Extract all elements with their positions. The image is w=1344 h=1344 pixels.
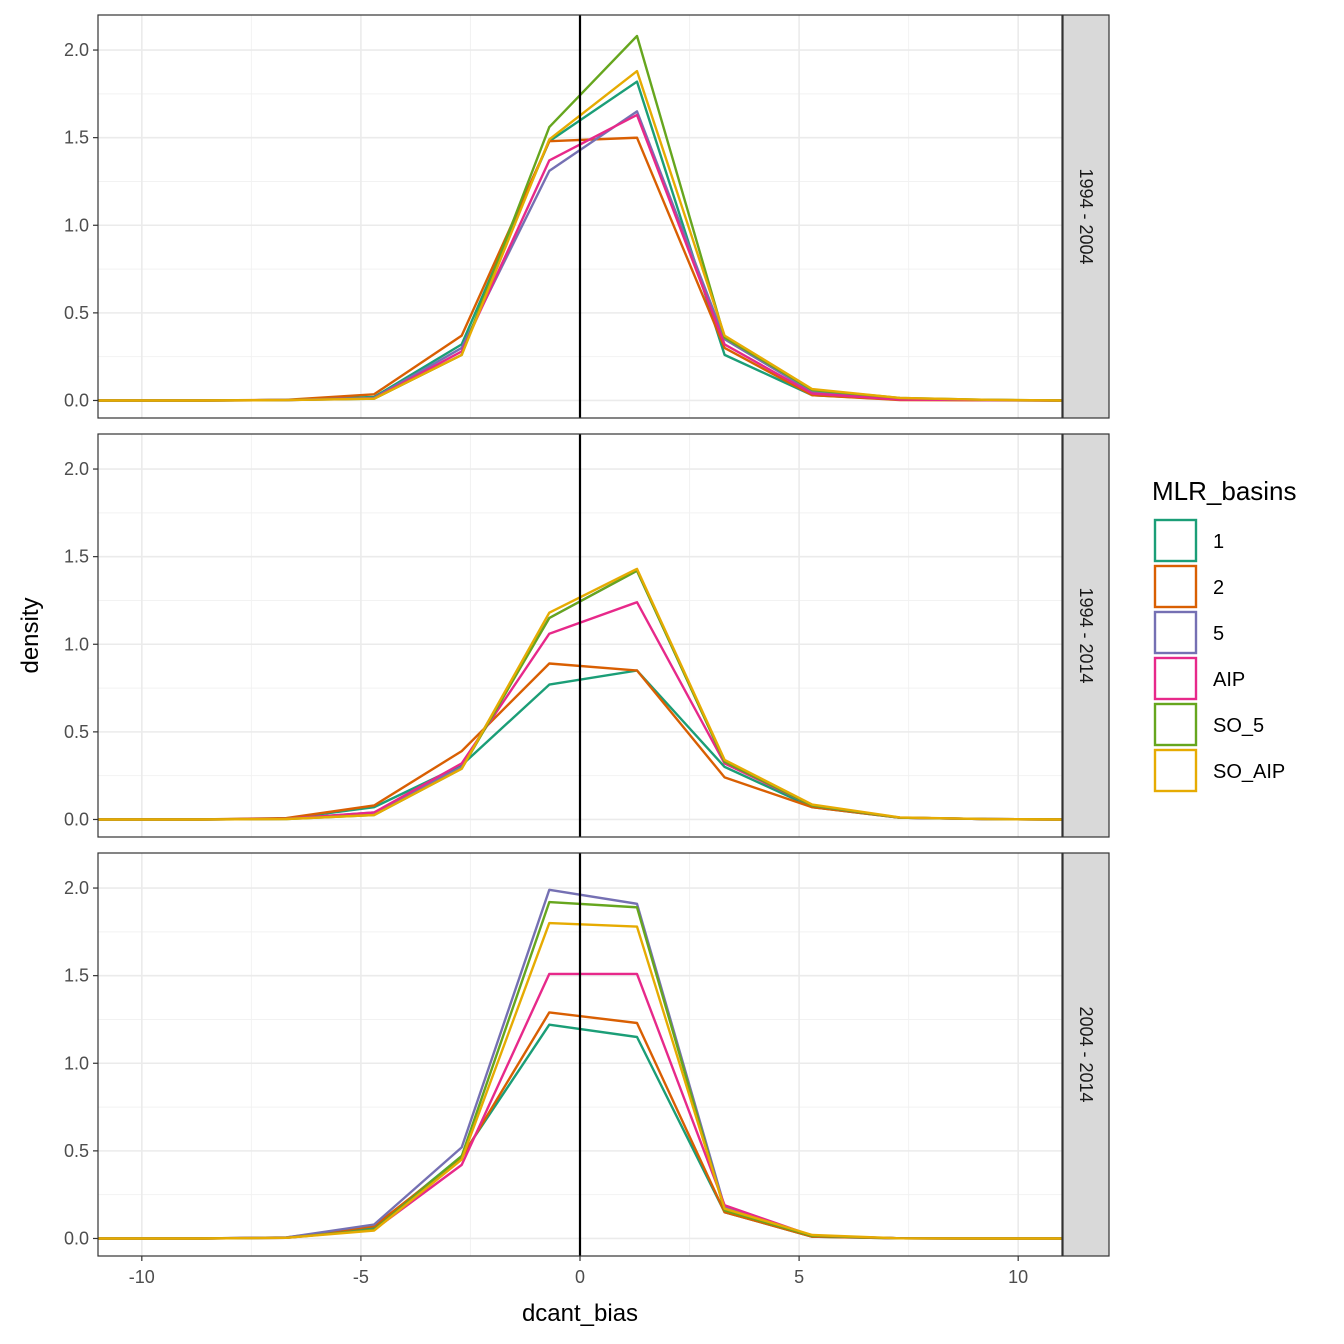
- y-tick-label: 0.5: [64, 722, 89, 742]
- x-axis-title: dcant_bias: [522, 1300, 638, 1327]
- legend-label: 5: [1213, 623, 1224, 645]
- y-tick-label: 1.0: [64, 215, 89, 235]
- facet-strip-label: 1994 - 2004: [1076, 168, 1096, 264]
- legend-label: SO_5: [1213, 715, 1264, 737]
- y-axis-title: density: [17, 597, 44, 673]
- legend-key: [1153, 610, 1198, 655]
- y-tick-label: 0.0: [64, 390, 89, 410]
- legend-key: [1153, 564, 1198, 609]
- series-line-so-aip: [98, 567, 1063, 821]
- x-tick-label: 5: [794, 1267, 804, 1287]
- legend-item-so-aip: SO_AIP: [1153, 748, 1285, 793]
- y-tick-label: 2.0: [64, 878, 89, 898]
- facet-strip-label: 2004 - 2014: [1076, 1006, 1096, 1102]
- legend-item-so-5: SO_5: [1153, 702, 1264, 747]
- legend-key: [1153, 702, 1198, 747]
- facet-panel-3: 0.0 0.5 1.0 1.5 2.0 2004 - 2014: [64, 852, 1110, 1257]
- y-tick-label: 2.0: [64, 40, 89, 60]
- facet-strip: [1062, 433, 1110, 838]
- x-tick-label: -5: [353, 1267, 369, 1287]
- legend-label: 1: [1213, 531, 1224, 553]
- legend-item-aip: AIP: [1153, 656, 1245, 701]
- panel-border: [97, 433, 1063, 838]
- y-tick-label: 0.5: [64, 1141, 89, 1161]
- series-line-so-aip: [98, 69, 1063, 402]
- facet-strip: [1062, 852, 1110, 1257]
- x-tick-label: 0: [575, 1267, 585, 1287]
- legend-label: AIP: [1213, 669, 1245, 691]
- y-tick-label: 0.0: [64, 1228, 89, 1248]
- legend-label: 2: [1213, 577, 1224, 599]
- x-tick-label: -10: [129, 1267, 155, 1287]
- y-tick-label: 1.5: [64, 128, 89, 148]
- legend-key: [1153, 748, 1198, 793]
- y-tick-label: 1.0: [64, 1053, 89, 1073]
- legend-item-1: 1: [1153, 518, 1224, 563]
- y-tick-label: 0.0: [64, 809, 89, 829]
- x-tick-label: 10: [1008, 1267, 1028, 1287]
- y-tick-label: 1.0: [64, 634, 89, 654]
- facet-strip: [1062, 14, 1110, 419]
- facet-panel-2: 0.0 0.5 1.0 1.5 2.0 1994 - 2014: [64, 433, 1110, 838]
- y-tick-label: 1.5: [64, 966, 89, 986]
- y-tick-label: 0.5: [64, 303, 89, 323]
- legend-item-2: 2: [1153, 564, 1224, 609]
- series-line-so-aip: [98, 921, 1062, 1240]
- y-tick-label: 1.5: [64, 547, 89, 567]
- facet-panel-1: 0.0 0.5 1.0 1.5 2.0 1994 - 2004: [64, 14, 1110, 419]
- y-tick-label: 2.0: [64, 459, 89, 479]
- legend-label: SO_AIP: [1213, 761, 1285, 783]
- facet-strip-label: 1994 - 2014: [1076, 587, 1096, 683]
- panel-border: [97, 14, 1063, 419]
- legend-key: [1153, 518, 1198, 563]
- legend: MLR_basins 1 2 5 AIP SO_5 SO_AIP: [1152, 476, 1297, 793]
- legend-key: [1153, 656, 1198, 701]
- legend-title: MLR_basins: [1152, 476, 1297, 506]
- legend-item-5: 5: [1153, 610, 1224, 655]
